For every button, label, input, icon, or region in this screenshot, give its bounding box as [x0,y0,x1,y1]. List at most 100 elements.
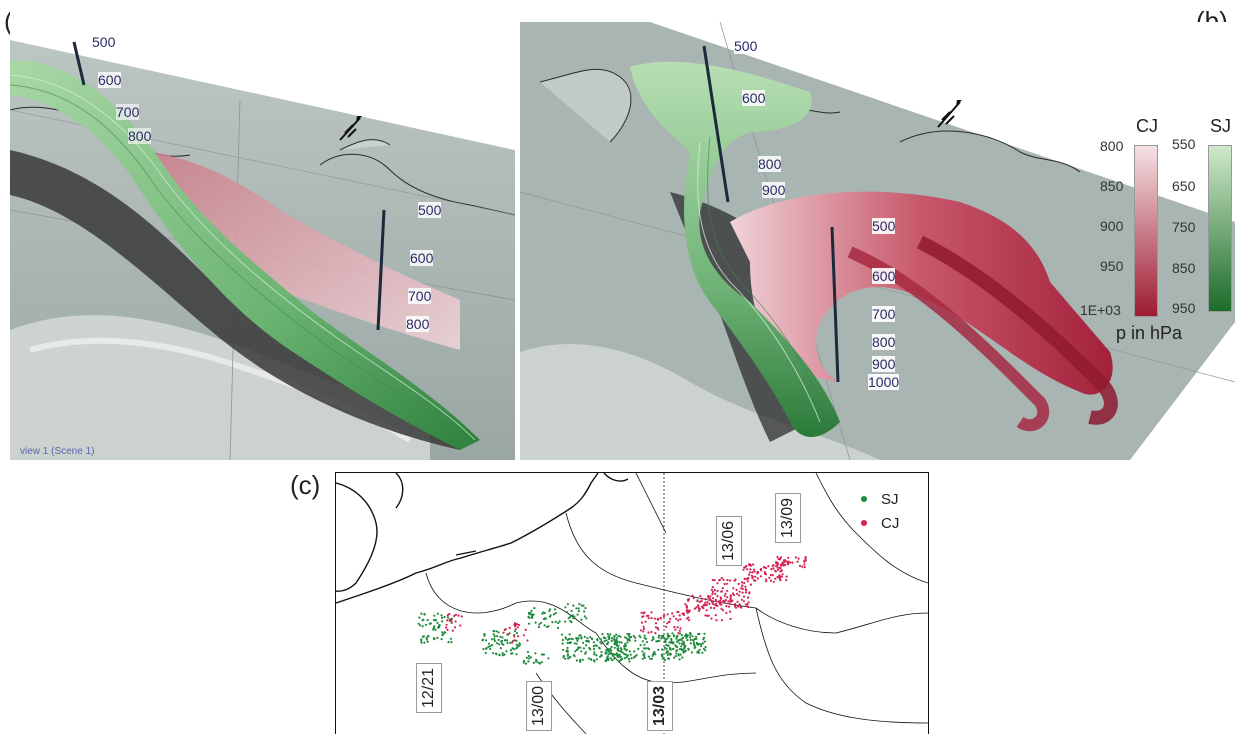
trajectory-point [762,566,765,569]
trajectory-point [450,621,453,624]
trajectory-point [599,638,602,641]
trajectory-point [746,596,750,599]
trajectory-point [654,626,657,629]
pressure-label: 600 [98,72,122,88]
trajectory-point [495,630,498,633]
trajectory-point [662,636,665,639]
trajectory-point [450,619,453,622]
trajectory-point [720,619,724,622]
trajectory-point [678,632,682,635]
trajectory-point [691,635,694,638]
trajectory-point [661,657,664,660]
trajectory-point [423,641,426,644]
trajectory-point [668,652,671,655]
trajectory-point [682,651,685,654]
trajectory-point [704,598,707,601]
pressure-label: 500 [734,38,758,54]
trajectory-point [584,644,588,647]
trajectory-point [489,645,492,648]
trajectory-point [609,647,612,651]
trajectory-point [502,631,505,634]
colorbar-cj-tick: 1E+03 [1080,302,1121,318]
trajectory-point [771,574,774,577]
trajectory-point [730,599,733,602]
trajectory-point [547,657,550,660]
trajectory-point [692,639,695,642]
trajectory-point [493,630,496,633]
trajectory-point [634,636,637,639]
trajectory-point [449,637,452,640]
trajectory-point [645,641,649,644]
trajectory-point [548,609,551,612]
trajectory-point [682,613,685,616]
trajectory-point [535,658,538,661]
trajectory-point [709,595,712,598]
trajectory-point [571,638,574,641]
trajectory-point [803,563,806,566]
trajectory-point [627,633,630,636]
trajectory-point [665,637,668,640]
trajectory-point [619,655,622,658]
trajectory-point [628,635,631,638]
trajectory-point [733,579,736,582]
trajectory-point [616,640,619,643]
trajectory-point [724,598,727,602]
trajectory-point [696,600,699,603]
trajectory-point [674,628,677,631]
pressure-label: 600 [410,250,434,266]
trajectory-point [493,639,496,642]
trajectory-point [428,622,431,625]
trajectory-point [528,657,531,660]
trajectory-point [686,639,689,642]
trajectory-point [424,623,428,626]
trajectory-point [697,633,700,636]
panel-c-coastlines [336,473,928,734]
trajectory-point [583,635,586,638]
trajectory-point [562,648,565,651]
trajectory-point [749,563,752,566]
trajectory-point [576,639,579,642]
trajectory-point [725,582,728,585]
trajectory-point [767,565,770,568]
trajectory-point [600,654,603,657]
trajectory-point [611,654,614,657]
trajectory-point [798,564,802,567]
trajectory-point [752,568,756,571]
trajectory-point [599,655,602,658]
trajectory-point [769,574,772,577]
trajectory-point [577,607,580,610]
trajectory-point [682,642,685,645]
trajectory-point [574,650,577,653]
trajectory-point [522,661,525,664]
trajectory-point [703,603,706,606]
trajectory-point [688,636,692,639]
trajectory-point [794,556,798,559]
trajectory-point [677,611,680,614]
trajectory-point [576,613,579,616]
trajectory-point [668,620,671,623]
trajectory-point [628,639,631,642]
trajectory-point [611,637,614,640]
trajectory-point [677,619,680,622]
trajectory-point [483,632,486,636]
trajectory-point [513,635,516,638]
time-label: 12/21 [416,662,443,714]
trajectory-point [711,593,714,596]
trajectory-point [617,656,620,659]
trajectory-point [716,589,719,593]
pressure-label: 700 [408,288,432,304]
trajectory-point [652,637,655,640]
trajectory-point [689,632,692,635]
pressure-label: 500 [92,34,116,50]
trajectory-point [669,617,672,620]
trajectory-point [436,621,439,624]
trajectory-point [748,592,751,595]
trajectory-point [442,632,445,635]
trajectory-point [515,632,519,635]
trajectory-point [726,596,729,599]
trajectory-point [630,635,633,639]
trajectory-point [609,657,612,660]
trajectory-point [756,572,759,575]
trajectory-point [666,653,669,656]
trajectory-point [729,594,732,597]
